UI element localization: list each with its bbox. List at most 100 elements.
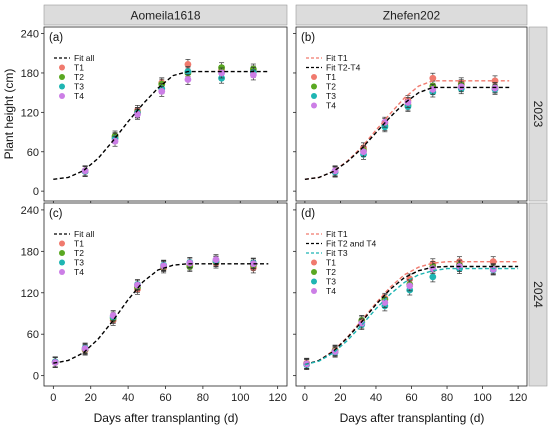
legend-label: T2 (74, 72, 84, 82)
legend-label: T4 (326, 101, 336, 111)
legend-marker (59, 250, 65, 256)
y-tick-label: 240 (21, 205, 39, 217)
panel-label: (b) (301, 32, 315, 44)
row-title-top: 2023 (531, 101, 545, 128)
legend-label: T4 (74, 91, 84, 101)
data-point-t4 (381, 299, 389, 306)
legend-marker (59, 269, 65, 275)
col-title-right: Zhefen202 (383, 9, 441, 23)
data-point-t4 (404, 99, 412, 106)
data-point-t4 (218, 69, 225, 77)
data-point-t4 (249, 71, 257, 79)
legend-label: T1 (74, 239, 84, 249)
legend-marker (311, 83, 317, 90)
panel-label: (d) (301, 208, 315, 220)
legend-label: T1 (326, 258, 336, 268)
legend-marker (59, 74, 65, 80)
fit-curve (304, 261, 519, 366)
legend-label: Fit T1 (326, 229, 348, 239)
legend-label: T3 (326, 91, 336, 101)
x-tick-label: 40 (122, 392, 134, 404)
x-axis-label-right: Days after transplanting (d) (340, 411, 485, 425)
data-point-t4 (406, 282, 414, 290)
legend-label: Fit all (74, 229, 94, 239)
data-point-t4 (81, 167, 89, 175)
x-tick-label: 100 (473, 392, 491, 404)
fit-curve (304, 267, 519, 366)
legend-marker (59, 93, 65, 99)
data-point-t4 (158, 87, 166, 95)
x-tick-label: 80 (197, 392, 209, 404)
col-strip-left (43, 4, 288, 26)
legend-marker (311, 288, 317, 294)
legend-label: Fit T2 and T4 (326, 239, 377, 249)
x-tick-label: 100 (231, 392, 249, 404)
row-strip-bottom (528, 202, 548, 387)
x-tick-label: 0 (50, 392, 56, 404)
data-point-t4 (184, 76, 192, 83)
x-tick-label: 20 (334, 392, 346, 404)
fit-curve (304, 265, 519, 366)
row-title-bottom: 2024 (531, 281, 545, 308)
col-title-left: Aomeila1618 (130, 9, 200, 23)
legend-marker (59, 64, 65, 71)
y-tick-label: 180 (21, 68, 39, 80)
y-axis-label: Plant height (cm) (2, 69, 16, 160)
data-point-t1 (184, 61, 192, 68)
x-tick-label: 40 (370, 392, 382, 404)
x-axis-label-left: Days after transplanting (d) (94, 411, 239, 425)
data-point-t4 (360, 148, 367, 156)
panel-label: (c) (49, 208, 63, 220)
legend-label: T3 (326, 277, 336, 287)
row-strip-top (528, 26, 548, 202)
legend-marker (59, 259, 65, 266)
x-tick-label: 120 (268, 392, 286, 404)
fit-curve (304, 86, 510, 180)
legend-marker (311, 102, 317, 109)
y-tick-label: 60 (27, 147, 39, 159)
data-point-t4 (249, 260, 257, 268)
legend-label: T4 (326, 286, 336, 296)
legend-label: T3 (74, 258, 84, 268)
legend-label: Fit T1 (326, 53, 348, 63)
legend-marker (311, 278, 317, 285)
legend-label: Fit T3 (326, 248, 348, 258)
data-point-t4 (134, 110, 141, 118)
legend-marker (311, 93, 317, 99)
y-tick-label: 180 (21, 246, 39, 258)
y-tick-label: 120 (21, 288, 39, 300)
fit-curve (53, 70, 269, 180)
y-tick-label: 0 (33, 186, 39, 198)
data-point-t1 (429, 74, 437, 82)
legend-label: T3 (74, 82, 84, 92)
legend-marker (311, 74, 317, 80)
legend-marker (311, 259, 317, 266)
x-tick-label: 80 (441, 392, 453, 404)
legend-label: T4 (74, 267, 84, 277)
legend-label: Fit all (74, 53, 94, 63)
plot-frame (43, 202, 288, 387)
data-point-t4 (186, 259, 194, 267)
panel-label: (a) (49, 32, 63, 44)
legend-label: Fit T2-T4 (326, 63, 361, 73)
x-tick-label: 0 (302, 392, 308, 404)
legend-marker (59, 83, 65, 90)
y-tick-label: 60 (27, 329, 39, 341)
legend-label: T1 (326, 72, 336, 82)
x-tick-label: 60 (405, 392, 417, 404)
legend-label: T1 (74, 63, 84, 73)
y-tick-label: 240 (21, 29, 39, 41)
y-tick-label: 0 (33, 371, 39, 383)
data-point-t3 (429, 273, 437, 281)
col-strip-right (295, 4, 528, 26)
legend-marker (311, 269, 317, 275)
x-tick-label: 20 (85, 392, 97, 404)
x-tick-label: 120 (509, 392, 527, 404)
data-point-t4 (212, 256, 220, 264)
legend-label: T2 (326, 267, 336, 277)
